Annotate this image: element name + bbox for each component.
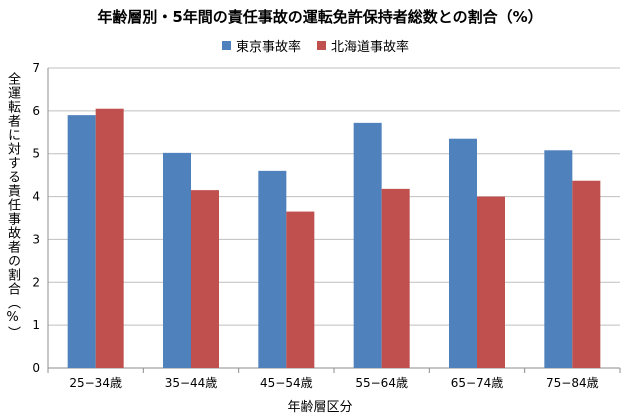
legend-item-tokyo: 東京事故率 <box>222 36 301 55</box>
y-tick-label: 1 <box>32 318 40 332</box>
y-axis-label: 全運転者に対する責任事故者の割合（%） <box>5 72 20 340</box>
legend-swatch-tokyo <box>222 41 231 50</box>
legend-label-hokkaido: 北海道事故率 <box>331 40 410 55</box>
bar-tokyo <box>449 138 477 368</box>
chart-title: 年齢層別・5年間の責任事故の運転免許保持者総数との割合（%） <box>97 8 543 26</box>
bar-tokyo <box>258 170 287 368</box>
x-tick-label: 75−84歳 <box>546 376 599 390</box>
y-tick-label: 5 <box>32 147 40 161</box>
y-tick-label: 7 <box>32 61 40 75</box>
bar-tokyo <box>353 122 382 368</box>
x-tick-label: 55−64歳 <box>355 376 408 390</box>
bar-tokyo <box>544 150 573 368</box>
x-tick-label: 25−34歳 <box>69 376 122 390</box>
bar-tokyo <box>163 152 191 368</box>
y-tick-label: 4 <box>32 190 40 204</box>
bar-hokkaido <box>286 211 315 368</box>
bar-hokkaido <box>95 108 124 368</box>
y-tick-label: 2 <box>32 275 40 289</box>
bar-hokkaido <box>381 188 410 368</box>
bar-hokkaido <box>191 190 219 368</box>
x-tick-label: 65−74歳 <box>451 376 504 390</box>
legend: 東京事故率 北海道事故率 <box>222 36 425 55</box>
legend-label-tokyo: 東京事故率 <box>236 40 302 55</box>
bar-hokkaido <box>572 180 601 368</box>
bar-tokyo <box>67 115 96 369</box>
y-tick-label: 3 <box>32 232 40 246</box>
legend-swatch-hokkaido <box>317 41 327 50</box>
x-tick-label: 35−44歳 <box>165 376 218 390</box>
y-tick-label: 6 <box>32 104 40 118</box>
bar-hokkaido <box>477 196 505 368</box>
x-axis-label: 年齢層区分 <box>287 400 353 415</box>
x-tick-label: 45−54歳 <box>260 376 313 390</box>
legend-item-hokkaido: 北海道事故率 <box>317 36 409 55</box>
y-tick-label: 0 <box>32 361 40 375</box>
